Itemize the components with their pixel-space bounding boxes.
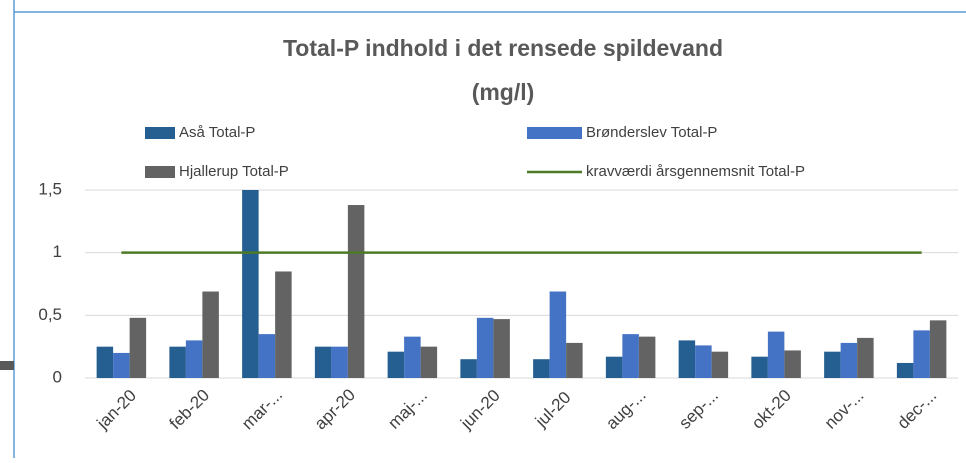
legend-label: Aså Total-P	[179, 124, 255, 141]
bar	[784, 350, 801, 378]
bar	[678, 340, 696, 378]
bar	[622, 334, 639, 378]
legend-label: Brønderslev Total-P	[586, 124, 717, 141]
bar	[695, 345, 712, 378]
bar	[638, 336, 656, 378]
x-tick-label: apr-20	[311, 385, 359, 433]
bar	[913, 330, 930, 378]
bar	[751, 356, 768, 378]
bar	[185, 340, 203, 378]
bar	[566, 342, 583, 378]
bar	[242, 190, 259, 378]
bar	[404, 336, 421, 378]
y-tick-label: 0,5	[38, 305, 62, 324]
bar	[605, 356, 623, 378]
bar	[387, 351, 405, 378]
x-tick-label: jan-20	[93, 386, 141, 434]
bar	[460, 359, 477, 378]
bar	[420, 346, 438, 378]
x-tick-label: jul-20	[531, 388, 575, 432]
bar	[258, 334, 276, 378]
bar	[929, 320, 947, 378]
y-tick-label: 1,5	[38, 179, 62, 198]
bar	[96, 346, 114, 378]
legend-swatch	[145, 166, 175, 178]
legend-label: Hjallerup Total-P	[179, 163, 289, 180]
x-tick-label: okt-20	[748, 386, 795, 433]
x-tick-label: maj-...	[384, 386, 431, 433]
bar	[711, 351, 729, 378]
bar	[347, 205, 365, 378]
bar	[896, 362, 914, 378]
x-tick-label: mar-...	[238, 385, 286, 433]
side-marker	[0, 361, 14, 370]
bar	[169, 346, 186, 378]
chart-title: Total-P indhold i det rensede spildevand	[283, 35, 723, 61]
x-tick-label: aug-...	[602, 386, 650, 434]
bar	[840, 342, 858, 378]
x-tick-label: dec-...	[893, 386, 940, 433]
x-tick-label: nov-...	[821, 386, 868, 433]
x-tick-label: sep-...	[675, 386, 722, 433]
bar	[493, 319, 510, 378]
x-tick-label: jun-20	[456, 386, 504, 434]
y-tick-label: 1	[53, 242, 62, 261]
bar	[202, 291, 219, 378]
bar	[113, 352, 130, 378]
y-tick-label: 0	[53, 367, 62, 386]
bar	[331, 346, 348, 378]
legend-swatch	[527, 127, 582, 139]
bar	[824, 351, 841, 378]
bar	[476, 317, 494, 378]
bar	[314, 346, 332, 378]
bar	[767, 331, 785, 378]
bar	[533, 359, 550, 378]
x-tick-label: feb-20	[166, 386, 214, 434]
bar	[857, 337, 874, 378]
bar	[549, 291, 567, 378]
legend-label: kravværdi årsgennemsnit Total-P	[586, 163, 805, 180]
chart-title: (mg/l)	[472, 79, 535, 105]
legend-swatch	[145, 127, 175, 139]
bar	[129, 317, 147, 378]
bar	[275, 271, 292, 378]
